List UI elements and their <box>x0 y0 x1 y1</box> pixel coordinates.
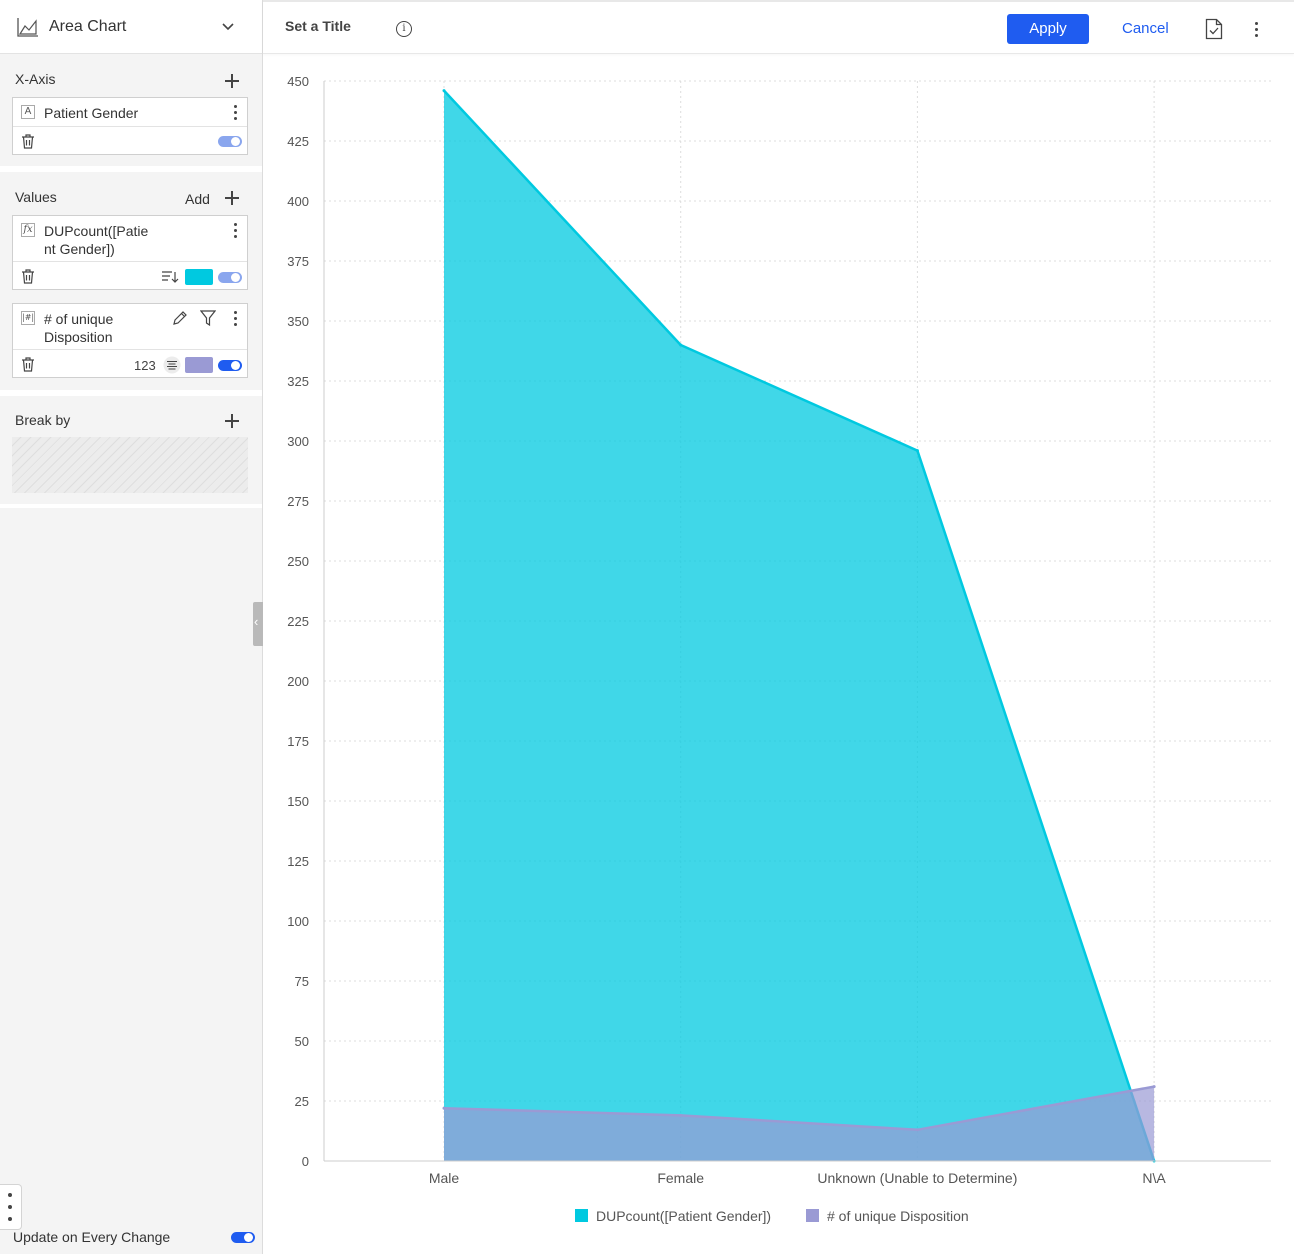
value-menu-icon[interactable] <box>233 311 237 327</box>
more-options-icon[interactable] <box>1254 22 1258 38</box>
y-tick-label: 250 <box>287 554 309 569</box>
apply-button[interactable]: Apply <box>1007 14 1089 44</box>
y-tick-label: 350 <box>287 314 309 329</box>
add-value-label[interactable]: Add <box>185 191 210 207</box>
value-toggle[interactable] <box>218 272 242 283</box>
breakby-drop-zone[interactable] <box>12 437 248 493</box>
trash-icon[interactable] <box>21 357 35 372</box>
y-tick-label: 0 <box>302 1154 309 1169</box>
trash-icon[interactable] <box>21 134 35 149</box>
data-point <box>915 1128 919 1132</box>
info-icon[interactable]: i <box>396 21 412 37</box>
section-divider <box>0 166 262 172</box>
y-tick-label: 450 <box>287 74 309 89</box>
chart-title-input[interactable]: Set a Title <box>285 18 351 34</box>
x-tick-label: Unknown (Unable to Determine) <box>817 1170 1017 1186</box>
sidebar: Area Chart X-Axis A Patient Gender Value… <box>0 0 263 1254</box>
sidebar-menu-icon[interactable] <box>0 1184 22 1230</box>
value-label-line2: nt Gender]) <box>44 241 115 257</box>
text-type-icon: A <box>21 105 35 119</box>
chart-series <box>442 89 1156 1163</box>
cancel-button[interactable]: Cancel <box>1122 20 1169 37</box>
y-tick-label: 225 <box>287 614 309 629</box>
y-tick-label: 275 <box>287 494 309 509</box>
align-center-icon[interactable] <box>163 356 181 374</box>
values-section-label: Values <box>15 189 57 205</box>
series-line <box>443 89 1156 1162</box>
add-xaxis-icon[interactable] <box>225 74 239 88</box>
y-tick-label: 150 <box>287 794 309 809</box>
area-chart: 0 25 50 75 100 125 150 175 200 225 250 275 300 325 350… <box>287 74 1271 1186</box>
breakby-section-label: Break by <box>15 412 71 428</box>
data-point <box>915 449 919 453</box>
section-divider <box>0 390 262 396</box>
xaxis-section-label: X-Axis <box>15 71 56 87</box>
xaxis-field-menu-icon[interactable] <box>233 105 237 121</box>
data-point <box>679 1113 683 1117</box>
collapse-sidebar-handle[interactable] <box>253 602 263 646</box>
y-tick-label: 325 <box>287 374 309 389</box>
number-format-label[interactable]: 123 <box>134 358 156 373</box>
save-document-icon[interactable] <box>1205 18 1223 40</box>
value-card: |#| # of unique Disposition 123 <box>12 303 248 378</box>
sort-icon[interactable] <box>161 270 179 284</box>
y-tick-label: 50 <box>295 1034 309 1049</box>
data-point <box>1152 1085 1156 1089</box>
y-tick-label: 75 <box>295 974 309 989</box>
value-label-line1: DUPcount([Patie <box>44 223 149 239</box>
y-tick-label: 100 <box>287 914 309 929</box>
chart-axes: 0 25 50 75 100 125 150 175 200 225 250 275 300 325 350… <box>287 74 1271 1186</box>
series-area <box>444 90 1155 1162</box>
trash-icon[interactable] <box>21 269 35 284</box>
y-tick-label: 400 <box>287 194 309 209</box>
y-tick-label: 300 <box>287 434 309 449</box>
update-on-change-toggle[interactable] <box>231 1232 255 1243</box>
y-tick-label: 375 <box>287 254 309 269</box>
y-tick-label: 425 <box>287 134 309 149</box>
legend-item[interactable]: # of unique Disposition <box>806 1208 969 1224</box>
legend-item[interactable]: DUPcount([Patient Gender]) <box>575 1208 771 1224</box>
x-tick-label: Female <box>657 1170 704 1186</box>
value-toggle[interactable] <box>218 360 242 371</box>
section-divider <box>0 504 262 508</box>
formula-icon: fx <box>21 223 35 237</box>
legend-label: DUPcount([Patient Gender]) <box>596 1208 772 1224</box>
legend-swatch <box>806 1209 819 1222</box>
chart-toolbar: Set a Title i Apply Cancel <box>263 0 1294 54</box>
xaxis-field-toggle[interactable] <box>218 136 242 147</box>
value-label-line2: Disposition <box>44 329 113 345</box>
series-color-swatch[interactable] <box>185 357 213 373</box>
value-label-line1: # of unique <box>44 311 114 327</box>
chart-type-label: Area Chart <box>49 18 127 35</box>
x-tick-label: N\A <box>1142 1170 1166 1186</box>
legend-swatch <box>575 1209 588 1222</box>
value-card: fx DUPcount([Patie nt Gender]) <box>12 215 248 290</box>
y-tick-label: 25 <box>295 1094 309 1109</box>
x-tick-label: Male <box>429 1170 460 1186</box>
area-chart-icon <box>17 18 38 37</box>
data-point <box>442 1106 446 1110</box>
data-point <box>442 89 446 93</box>
series-color-swatch[interactable] <box>185 269 213 285</box>
filter-icon[interactable] <box>200 309 216 327</box>
pencil-icon[interactable] <box>171 309 189 327</box>
add-breakby-icon[interactable] <box>225 414 239 428</box>
legend-label: # of unique Disposition <box>827 1208 969 1224</box>
y-tick-label: 200 <box>287 674 309 689</box>
series-line <box>443 1085 1155 1132</box>
xaxis-field-card: A Patient Gender <box>12 97 248 155</box>
chart-type-selector[interactable]: Area Chart <box>0 0 262 54</box>
y-tick-label: 175 <box>287 734 309 749</box>
update-on-change-label: Update on Every Change <box>13 1229 171 1245</box>
data-point <box>679 343 683 347</box>
number-type-icon: |#| <box>21 311 35 325</box>
value-menu-icon[interactable] <box>233 223 237 239</box>
add-value-icon[interactable] <box>225 191 239 205</box>
xaxis-field-label: Patient Gender <box>44 105 139 121</box>
y-tick-label: 125 <box>287 854 309 869</box>
chevron-down-icon[interactable] <box>220 20 236 34</box>
